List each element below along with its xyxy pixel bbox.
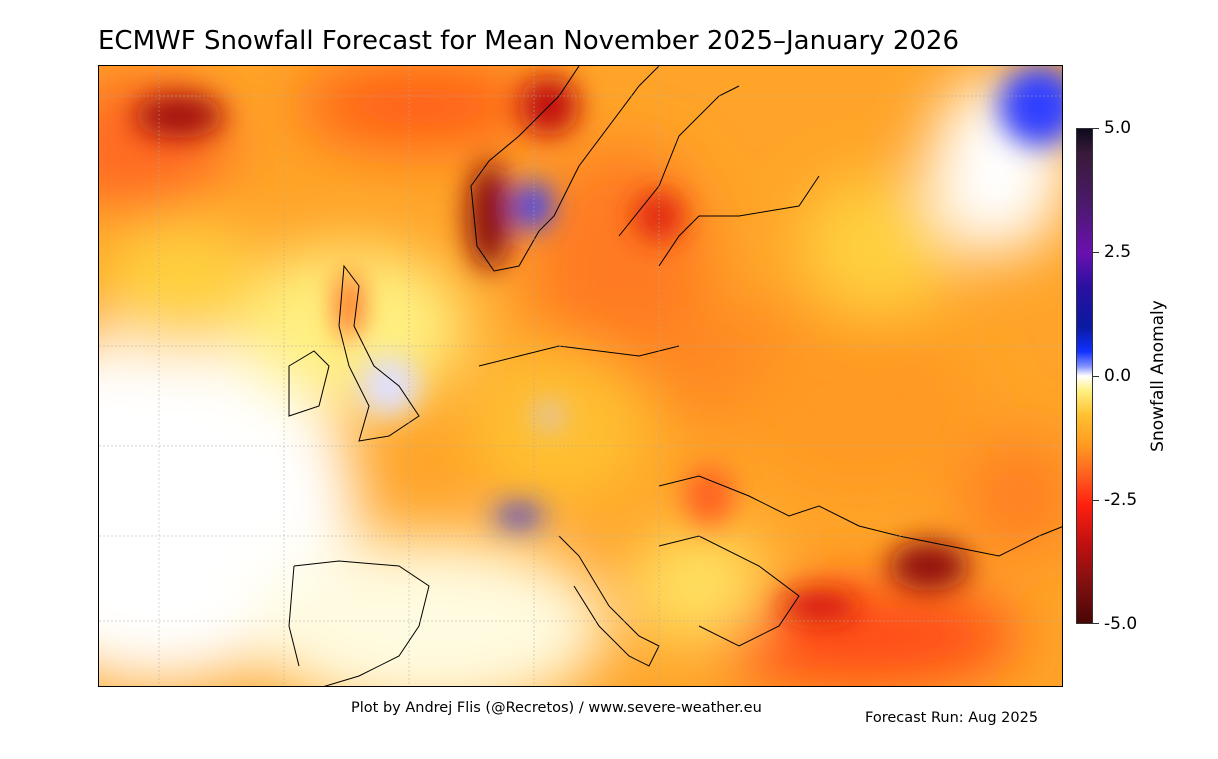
colorbar-tick-label: 5.0 (1104, 118, 1132, 138)
gridlines (99, 66, 1062, 686)
colorbar-tick-label: 0.0 (1104, 366, 1132, 386)
colorbar-tick (1093, 128, 1099, 129)
colorbar-tick (1093, 500, 1099, 501)
chart-title: ECMWF Snowfall Forecast for Mean Novembe… (98, 26, 959, 56)
snowfall-anomaly-map (98, 65, 1063, 687)
colorbar-tick (1093, 623, 1099, 624)
colorbar-label: Snowfall Anomaly (1148, 300, 1168, 452)
colorbar-tick (1093, 252, 1099, 253)
colorbar-tick-label: -2.5 (1104, 490, 1138, 510)
credit-text: Plot by Andrej Flis (@Recretos) / www.se… (351, 700, 762, 716)
colorbar (1076, 128, 1093, 624)
colorbar-tick (1093, 376, 1099, 377)
colorbar-tick-label: 2.5 (1104, 242, 1132, 262)
forecast-run-text: Forecast Run: Aug 2025 (865, 710, 1039, 726)
map-field (99, 66, 1062, 686)
colorbar-tick-label: -5.0 (1104, 614, 1138, 634)
